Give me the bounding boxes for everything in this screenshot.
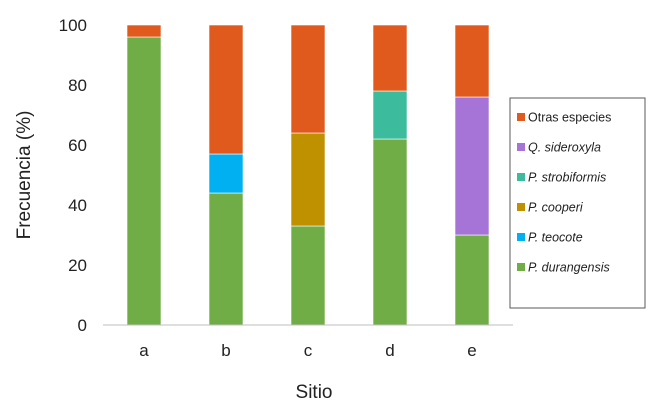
- bar-segment-d-3: [372, 90, 408, 140]
- bar-segment-e-5: [454, 24, 490, 98]
- bar-segment-a-0: [126, 36, 162, 326]
- x-tick-label: e: [467, 341, 476, 360]
- x-tick-label: c: [304, 341, 313, 360]
- legend-label: Otras especies: [528, 111, 611, 125]
- x-axis-ticks: a b c d e: [139, 341, 476, 360]
- bar-segment-d-0: [372, 138, 408, 326]
- y-tick-label: 40: [68, 196, 87, 215]
- legend-label: P. strobiformis: [528, 171, 606, 185]
- legend-swatch: [517, 173, 525, 181]
- y-axis-ticks: 0 20 40 60 80 100: [59, 16, 87, 335]
- bar-segment-d-5: [372, 24, 408, 92]
- bar-segment-c-5: [290, 24, 326, 134]
- legend-swatch: [517, 233, 525, 241]
- bar-segment-e-4: [454, 96, 490, 236]
- legend: Otras especies Q. sideroxyla P. strobiform…: [509, 97, 646, 309]
- legend-label: P. cooperi: [528, 201, 584, 215]
- x-tick-label: a: [139, 341, 149, 360]
- legend-swatch: [517, 203, 525, 211]
- y-tick-label: 60: [68, 136, 87, 155]
- x-axis-title: Sitio: [296, 382, 333, 403]
- bar-segment-b-5: [208, 24, 244, 155]
- legend-swatch: [517, 113, 525, 121]
- bar-segment-b-1: [208, 153, 244, 194]
- y-tick-label: 20: [68, 256, 87, 275]
- bar-segment-c-2: [290, 132, 326, 227]
- legend-label: P. durangensis: [528, 261, 610, 275]
- y-axis-title: Frecuencia (%): [14, 111, 35, 240]
- legend-swatch: [517, 263, 525, 271]
- legend-label: P. teocote: [528, 231, 583, 245]
- legend-box: [509, 97, 646, 309]
- x-tick-label: b: [221, 341, 230, 360]
- bars-group: [126, 24, 490, 326]
- legend-swatch: [517, 143, 525, 151]
- y-tick-label: 80: [68, 76, 87, 95]
- bar-segment-b-0: [208, 192, 244, 326]
- bar-segment-e-0: [454, 234, 490, 326]
- y-tick-label: 0: [78, 316, 87, 335]
- y-tick-label: 100: [59, 16, 87, 35]
- legend-label: Q. sideroxyla: [528, 141, 601, 155]
- bar-segment-c-0: [290, 225, 326, 326]
- bar-segment-a-5: [126, 24, 162, 38]
- x-tick-label: d: [385, 341, 394, 360]
